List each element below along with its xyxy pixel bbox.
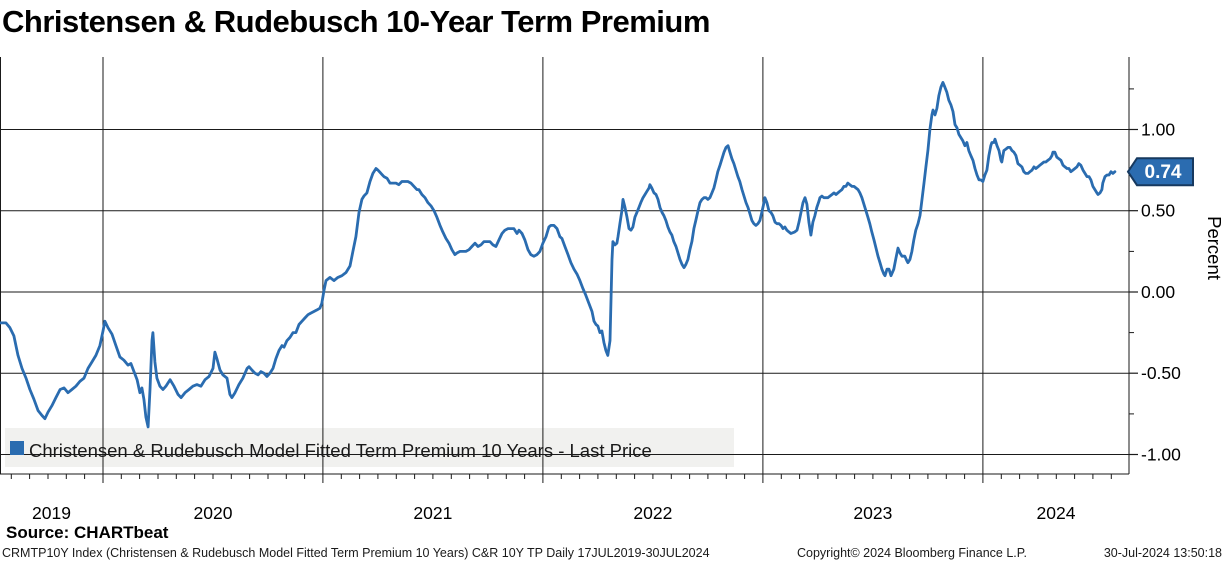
legend-background [5, 428, 734, 467]
y-axis-tick-label: 0.00 [1141, 282, 1175, 302]
x-axis-tick-label: 2020 [194, 503, 233, 523]
y-axis-tick-label: -1.00 [1141, 445, 1181, 465]
source-label: Source: CHARTbeat [6, 523, 169, 542]
legend-marker-icon [10, 441, 24, 455]
x-axis-tick-label: 2023 [853, 503, 892, 523]
last-price-flag [1126, 157, 1194, 187]
last-price-value: 0.74 [1145, 162, 1182, 183]
y-axis-title: Percent [1204, 216, 1224, 280]
x-axis-tick-label: 2022 [633, 503, 672, 523]
footer-descriptor: CRMTP10Y Index (Christensen & Rudebusch … [2, 546, 710, 560]
legend-label: Christensen & Rudebusch Model Fitted Ter… [29, 440, 652, 461]
y-axis-tick-label: -0.50 [1141, 363, 1181, 383]
chart-title: Christensen & Rudebusch 10-Year Term Pre… [2, 4, 710, 39]
footer-timestamp: 30-Jul-2024 13:50:18 [1103, 546, 1222, 560]
x-axis-tick-label: 2019 [32, 503, 71, 523]
y-axis-tick-label: 1.00 [1141, 120, 1175, 140]
x-axis-tick-label: 2021 [413, 503, 452, 523]
price-line [0, 81, 1117, 429]
footer-copyright: Copyright© 2024 Bloomberg Finance L.P. [797, 546, 1027, 560]
x-axis-tick-label: 2024 [1037, 503, 1076, 523]
footer-bar: CRMTP10Y Index (Christensen & Rudebusch … [0, 546, 1224, 566]
y-axis-tick-label: 0.50 [1141, 201, 1175, 221]
